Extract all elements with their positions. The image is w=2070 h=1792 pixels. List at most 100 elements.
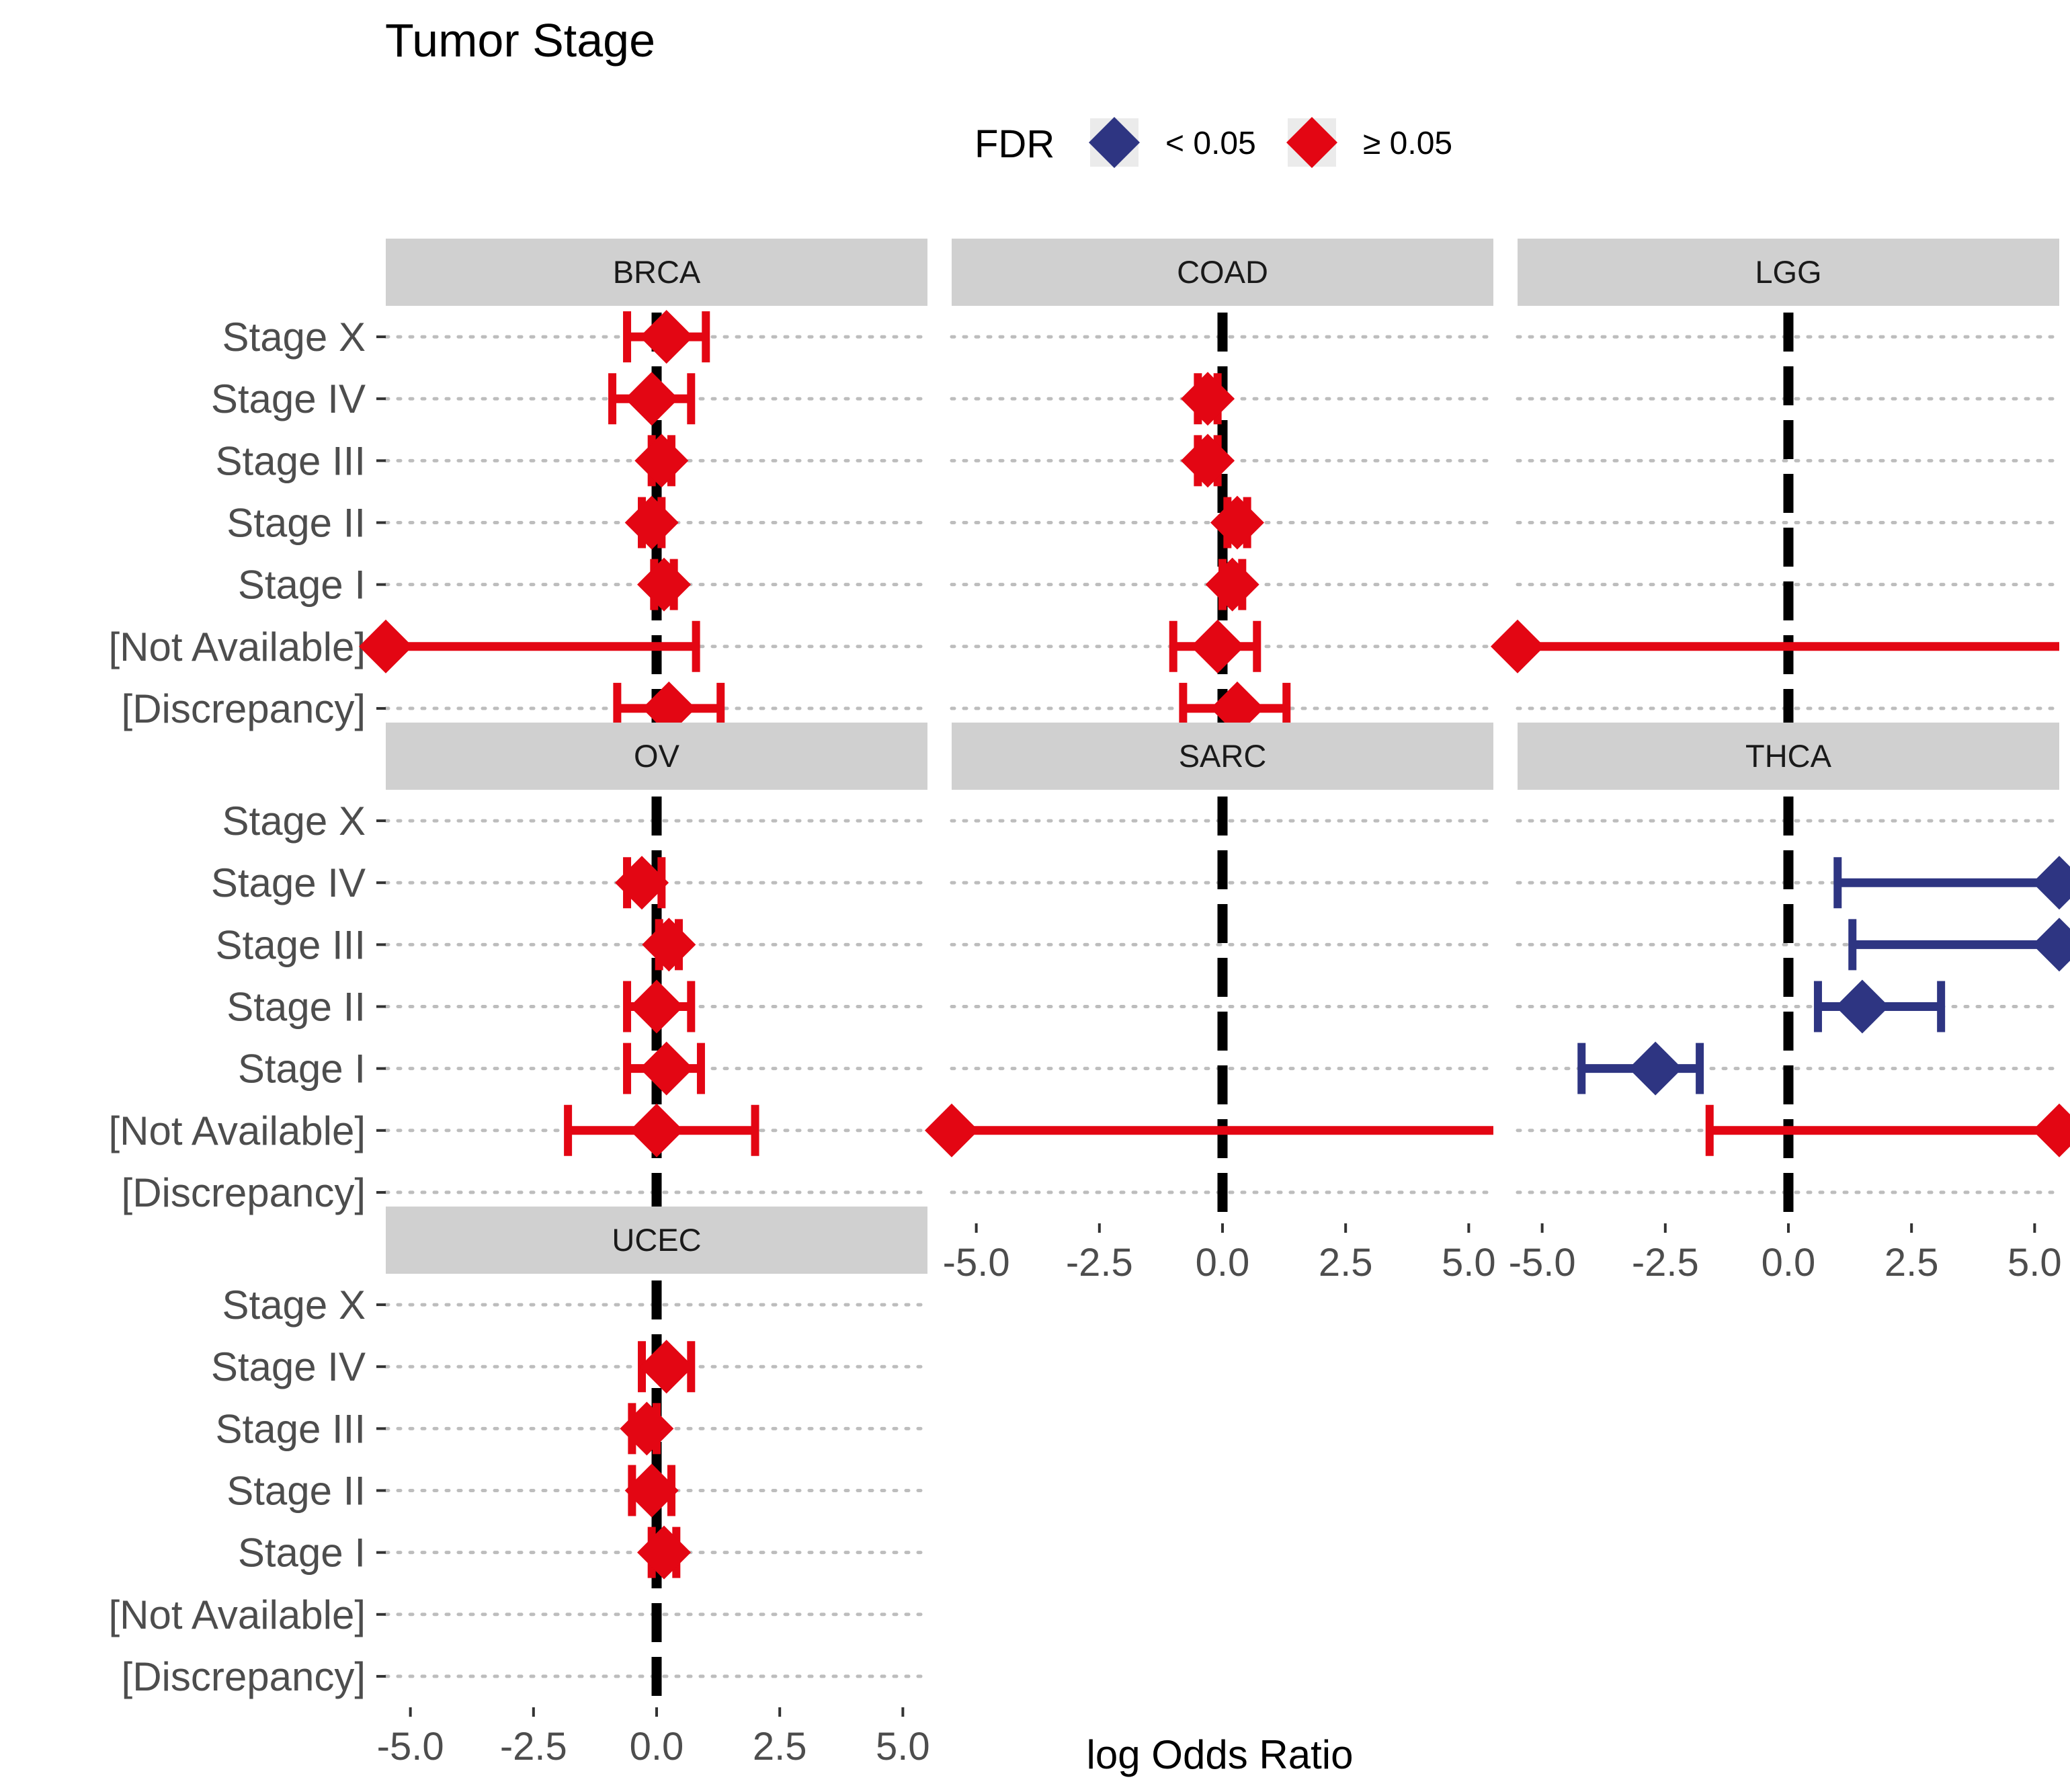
category-label-stage-ii: Stage II xyxy=(226,985,366,1030)
estimate-point xyxy=(624,495,679,550)
x-tick-label: 0.0 xyxy=(1196,1241,1250,1285)
estimate-thca-stage-iii xyxy=(1848,918,2070,972)
category-label-stage-x: Stage X xyxy=(222,799,366,844)
estimate-ov-stage-i xyxy=(623,1041,705,1096)
x-tick-label: 2.5 xyxy=(753,1725,807,1768)
estimate-point xyxy=(1835,979,1889,1034)
estimate-ucec-stage-iv xyxy=(638,1340,696,1394)
panels: BRCA Stage X Stage IV Stage III Stage II Stag… xyxy=(109,239,2070,1768)
estimate-point xyxy=(630,979,684,1034)
estimate-point xyxy=(1181,372,1235,426)
estimate-coad-stage-i xyxy=(1205,557,1259,612)
estimate-point xyxy=(642,681,696,735)
estimate-brca-stage-iii xyxy=(634,434,689,488)
strip-brca xyxy=(386,239,927,306)
category-label-stage-iv: Stage IV xyxy=(211,1344,366,1389)
strip-label-brca: BRCA xyxy=(613,254,701,290)
x-tick-label: -2.5 xyxy=(1632,1241,1699,1285)
estimate-point xyxy=(615,856,669,910)
estimate-point xyxy=(1210,681,1264,735)
strip-sarc xyxy=(952,723,1493,790)
strip-label-thca: THCA xyxy=(1745,738,1832,774)
strip-ucec xyxy=(386,1207,927,1274)
estimate-point xyxy=(639,1041,694,1096)
category-label-stage-iii: Stage III xyxy=(216,922,366,967)
estimate-brca-stage-ii xyxy=(624,495,679,550)
legend-key-ge05 xyxy=(1286,117,1337,168)
category-label-discrepancy: [Discrepancy] xyxy=(122,686,366,731)
estimate-point xyxy=(1210,495,1264,550)
x-tick-label: 5.0 xyxy=(2007,1241,2062,1285)
category-label-stage-ii: Stage II xyxy=(226,501,366,546)
estimate-point xyxy=(642,918,696,972)
x-tick-label: 0.0 xyxy=(1762,1241,1816,1285)
estimate-brca-stage-x xyxy=(623,310,710,364)
legend-title: FDR xyxy=(975,122,1054,166)
estimate-thca-stage-i xyxy=(1577,1041,1704,1096)
estimate-point xyxy=(620,1401,674,1456)
estimate-point xyxy=(636,557,691,612)
estimate-ucec-stage-ii xyxy=(624,1463,679,1518)
category-label-stage-iii: Stage III xyxy=(216,438,366,483)
estimate-sarc-not-available xyxy=(925,1103,1493,1157)
x-tick-label: 2.5 xyxy=(1319,1241,1373,1285)
x-tick-label: 5.0 xyxy=(1442,1241,1496,1285)
estimate-point xyxy=(636,1525,691,1580)
estimate-point xyxy=(1181,434,1235,488)
estimate-ov-stage-iii xyxy=(642,918,696,972)
estimate-point xyxy=(639,310,694,364)
panel-coad: COAD xyxy=(950,239,1495,735)
strip-label-sarc: SARC xyxy=(1179,738,1267,774)
strip-coad xyxy=(952,239,1493,306)
category-label-not-available: [Not Available] xyxy=(109,1592,366,1637)
panel-ucec: UCEC Stage X Stage IV Stage III Stage II Stag… xyxy=(109,1207,930,1768)
panel-sarc: SARC -5.0 -2.5 0.0 2.5 5.0 xyxy=(925,723,1496,1285)
x-tick-label: -5.0 xyxy=(943,1241,1010,1285)
estimate-brca-not-available xyxy=(359,619,700,674)
estimate-point xyxy=(630,1103,684,1157)
x-tick-label: 2.5 xyxy=(1885,1241,1939,1285)
estimate-ov-not-available xyxy=(564,1103,759,1157)
category-label-not-available: [Not Available] xyxy=(109,1108,366,1153)
chart-title: Tumor Stage xyxy=(385,14,655,67)
estimate-point xyxy=(925,1103,979,1157)
x-tick-label: -2.5 xyxy=(500,1725,567,1768)
category-label-stage-iv: Stage IV xyxy=(211,860,366,905)
x-tick-label: -2.5 xyxy=(1066,1241,1133,1285)
estimate-point xyxy=(2032,1103,2070,1157)
strip-label-ucec: UCEC xyxy=(612,1222,701,1258)
estimate-ov-stage-iv xyxy=(615,856,669,910)
estimate-point xyxy=(1205,557,1259,612)
estimate-point xyxy=(2032,918,2070,972)
estimate-brca-stage-i xyxy=(636,557,691,612)
x-tick-label: 5.0 xyxy=(876,1725,930,1768)
category-label-discrepancy: [Discrepancy] xyxy=(122,1654,366,1699)
strip-thca xyxy=(1518,723,2059,790)
strip-lgg xyxy=(1518,239,2059,306)
estimate-thca-stage-ii xyxy=(1813,979,1946,1034)
estimate-thca-not-available xyxy=(1705,1103,2070,1157)
estimate-point xyxy=(1190,619,1245,674)
x-tick-label: -5.0 xyxy=(1509,1241,1576,1285)
estimate-point xyxy=(2032,856,2070,910)
estimate-point xyxy=(624,372,679,426)
x-axis-title: log Odds Ratio xyxy=(1087,1732,1354,1777)
estimate-point xyxy=(634,434,689,488)
x-tick-label: 0.0 xyxy=(630,1725,684,1768)
estimate-ov-stage-ii xyxy=(623,979,696,1034)
category-label-stage-x: Stage X xyxy=(222,1282,366,1328)
category-label-discrepancy: [Discrepancy] xyxy=(122,1170,366,1215)
strip-label-ov: OV xyxy=(634,738,680,774)
strip-label-lgg: LGG xyxy=(1755,254,1821,290)
estimate-ucec-stage-i xyxy=(636,1525,691,1580)
estimate-coad-not-available xyxy=(1169,619,1261,674)
panel-ov: OV Stage X Stage IV Stage III Stage II Stage … xyxy=(109,723,929,1217)
estimate-point xyxy=(639,1340,694,1394)
category-label-stage-i: Stage I xyxy=(238,1047,366,1092)
panel-brca: BRCA Stage X Stage IV Stage III Stage II Stag… xyxy=(109,239,929,735)
category-label-stage-iii: Stage III xyxy=(216,1406,366,1451)
strip-label-coad: COAD xyxy=(1177,254,1268,290)
estimate-brca-stage-iv xyxy=(608,372,696,426)
legend-label-lt05: < 0.05 xyxy=(1165,126,1256,161)
